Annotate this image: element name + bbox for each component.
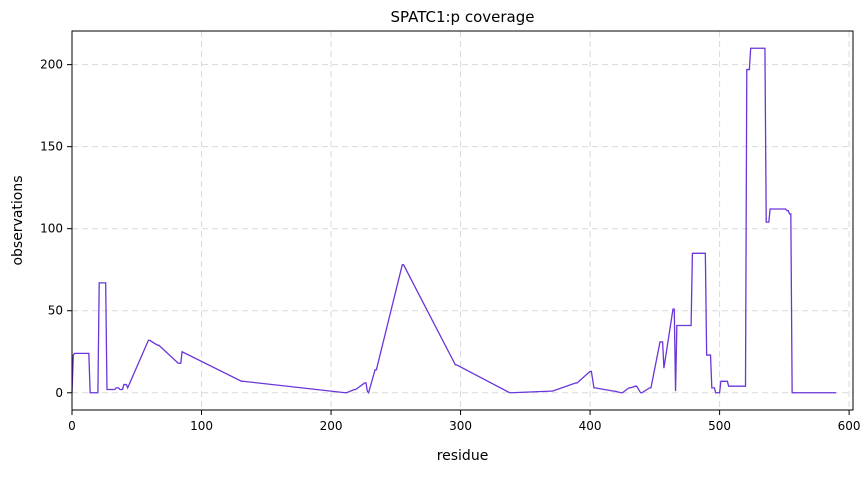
y-axis-ticks: 0 50 100 150 200	[40, 58, 72, 400]
coverage-line	[71, 47, 837, 395]
y-tick-label: 100	[40, 222, 63, 236]
x-tick-label: 300	[449, 419, 472, 433]
grid	[71, 31, 853, 410]
chart-title: SPATC1:p coverage	[391, 8, 535, 26]
series-layer	[71, 47, 837, 395]
x-axis-label: residue	[437, 448, 489, 464]
y-tick-label: 150	[40, 140, 63, 154]
y-tick-label: 0	[55, 386, 63, 400]
y-axis-label: observations	[10, 175, 26, 265]
x-tick-label: 0	[68, 419, 76, 433]
y-tick-label: 50	[48, 304, 63, 318]
x-tick-label: 200	[320, 419, 343, 433]
axes-frame	[71, 30, 854, 411]
x-tick-label: 600	[838, 419, 861, 433]
x-tick-label: 500	[708, 419, 731, 433]
x-tick-label: 400	[579, 419, 602, 433]
y-tick-label: 200	[40, 58, 63, 72]
x-axis-ticks: 0 100 200 300 400 500 600	[68, 410, 861, 433]
x-tick-label: 100	[190, 419, 213, 433]
